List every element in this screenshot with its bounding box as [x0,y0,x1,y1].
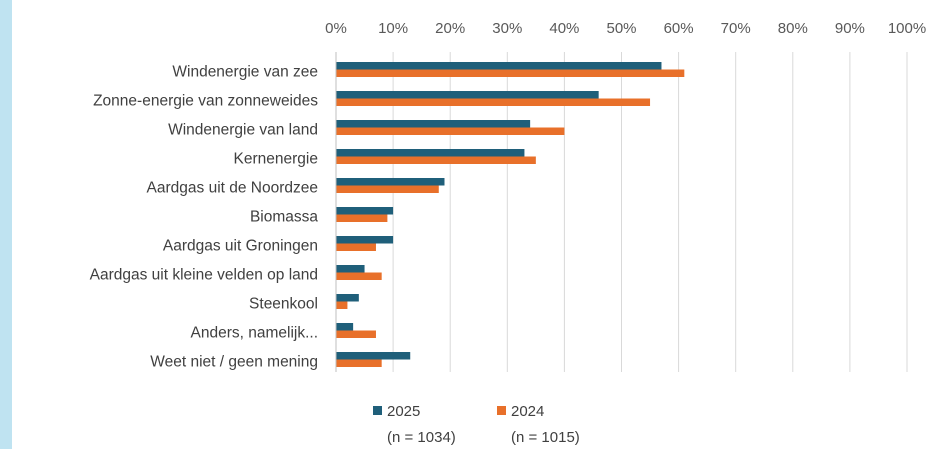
x-tick-label: 70% [721,20,751,37]
category-label: Biomassa [250,209,318,226]
x-tick-label: 80% [778,20,808,37]
bar-2025 [336,265,365,273]
x-tick-label: 0% [325,20,347,37]
bar-2024 [336,214,388,222]
bar-2025 [336,120,531,128]
category-label: Weet niet / geen mening [150,354,318,371]
category-labels: Windenergie van zee Zonne-energie van zon… [90,64,319,371]
left-accent-strip [0,0,12,449]
x-tick-label: 30% [492,20,522,37]
category-label: Zonne-energie van zonneweides [93,93,318,110]
bars [336,62,685,367]
legend-sample-2025: (n = 1034) [387,429,456,446]
category-label: Windenergie van land [168,122,318,139]
legend: 2025 (n = 1034) 2024 (n = 1015) [373,403,580,446]
category-label: Windenergie van zee [172,64,318,81]
x-tick-label: 50% [606,20,636,37]
bar-2025 [336,323,354,331]
x-tick-label: 60% [664,20,694,37]
legend-swatch-2024 [497,406,506,415]
bar-2024 [336,98,651,106]
category-label: Steenkool [249,296,318,313]
bar-2025 [336,62,662,70]
x-tick-label: 10% [378,20,408,37]
legend-label-2025: 2025 [387,403,420,420]
bar-2024 [336,301,348,309]
x-tick-label: 20% [435,20,465,37]
bar-2025 [336,178,445,186]
legend-swatch-2025 [373,406,382,415]
x-tick-label: 40% [549,20,579,37]
category-label: Aardgas uit Groningen [163,238,318,255]
bar-2024 [336,330,376,338]
bar-2025 [336,149,525,157]
legend-sample-2024: (n = 1015) [511,429,580,446]
bar-2024 [336,156,536,164]
bar-2024 [336,272,382,280]
category-label: Aardgas uit kleine velden op land [90,267,318,284]
bar-2025 [336,236,394,244]
bar-2024 [336,359,382,367]
bar-2024 [336,69,685,77]
bar-2024 [336,243,376,251]
bar-2025 [336,207,394,215]
bar-2025 [336,352,411,360]
category-label: Kernenergie [234,151,318,168]
category-label: Anders, namelijk... [191,325,319,342]
bar-2025 [336,294,359,302]
category-label: Aardgas uit de Noordzee [147,180,318,197]
legend-label-2024: 2024 [511,403,544,420]
bar-2024 [336,127,565,135]
bar-2024 [336,185,439,193]
x-axis-ticks: 0% 10% 20% 30% 40% 50% 60% 70% 80% 90% 100% [325,20,926,37]
bar-2025 [336,91,599,99]
x-tick-label: 90% [835,20,865,37]
x-tick-label: 100% [888,20,926,37]
